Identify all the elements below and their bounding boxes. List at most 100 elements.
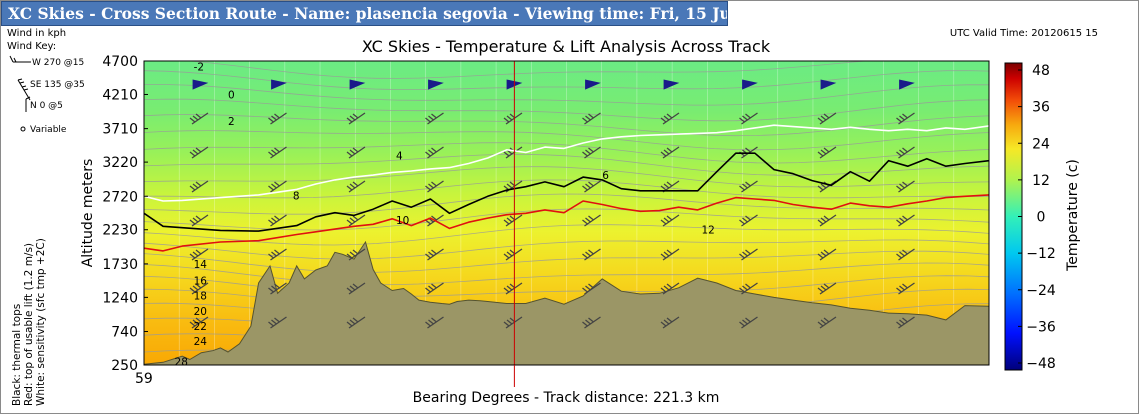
wind-barb-icon xyxy=(817,112,837,125)
wind-barb-icon xyxy=(189,282,209,295)
wind-key-entry-1: W 270 @15 xyxy=(32,58,84,68)
wind-barb-icon xyxy=(268,146,287,159)
y-tick-label: 4700 xyxy=(102,54,138,70)
wind-barb-icon xyxy=(660,112,680,125)
wind-barb-icon xyxy=(820,79,837,90)
wind-barb-icon xyxy=(582,146,601,159)
wind-barb-icon xyxy=(189,248,209,261)
window-title: XC Skies - Cross Section Route - Name: p… xyxy=(1,1,728,26)
wind-barb-icon xyxy=(346,248,366,261)
wind-barb-icon xyxy=(660,316,680,329)
wind-barb-icon xyxy=(425,282,444,295)
colorbar-ticks: 48 36 24 12 0 −12 −24 −36 −48 xyxy=(1018,63,1056,372)
wind-barb-icon xyxy=(739,282,758,295)
wind-barb-icon xyxy=(271,79,287,90)
colorbar-tick-label: 12 xyxy=(1032,173,1050,189)
wind-barb-icon xyxy=(268,214,287,227)
wind-barb-icon xyxy=(192,79,209,90)
isotherm-line xyxy=(144,130,989,151)
wind-barb-icon xyxy=(582,282,601,295)
y-axis-label: Altitude meters xyxy=(80,159,96,268)
y-tick-label: 3710 xyxy=(102,122,138,138)
wind-barb-icon xyxy=(425,180,444,193)
isotherm-line xyxy=(144,224,989,246)
wind-barb-icon xyxy=(817,248,837,261)
wind-barb-icon xyxy=(660,146,680,159)
x-tick-label: 59 xyxy=(135,371,153,387)
y-tick-label: 250 xyxy=(111,358,138,374)
terrain-layer xyxy=(144,240,989,365)
wind-barb-icon xyxy=(346,282,366,295)
colorbar-tick-label: 48 xyxy=(1032,63,1050,79)
wind-barb-icon xyxy=(582,248,601,261)
wind-barb-icon xyxy=(742,79,758,90)
wind-barb-icon xyxy=(268,214,287,227)
wind-barb-icon xyxy=(346,316,366,329)
colorbar-tick-label: −36 xyxy=(1026,319,1056,335)
wind-barb-icon xyxy=(817,214,837,227)
isotherm-line xyxy=(144,250,989,273)
wind-barb-icon xyxy=(817,248,837,261)
wind-barb-icon xyxy=(192,79,209,90)
wind-key-entry-2: SE 135 @35 xyxy=(30,80,85,90)
wind-barb-icon xyxy=(346,146,366,159)
wind-barb-icon xyxy=(189,214,209,227)
wind-barb-icon xyxy=(817,316,837,329)
colorbar-tick-label: −24 xyxy=(1026,283,1056,299)
x-axis-label: Bearing Degrees - Track distance: 221.3 … xyxy=(413,390,720,406)
wind-barb-icon xyxy=(585,79,601,90)
wind-barb-icon xyxy=(896,146,915,159)
wind-barb-icon xyxy=(896,282,915,295)
wind-barb-icon xyxy=(582,248,601,261)
wind-barb-icon xyxy=(582,282,601,295)
isotherm-line xyxy=(144,262,989,286)
isotherm-label: 10 xyxy=(396,215,409,227)
wind-barb-icon xyxy=(346,146,366,159)
y-axis-ticks: 250 740 1240 1730 2230 2720 3220 3710 4210 4700 xyxy=(102,54,148,374)
wind-barb-icon xyxy=(739,282,758,295)
isotherm-label: 4 xyxy=(396,150,403,162)
isotherm-label: 20 xyxy=(194,306,207,318)
wind-barb-icon xyxy=(189,146,209,159)
wind-barb-icon xyxy=(582,112,601,125)
colorbar-tick-label: 0 xyxy=(1037,210,1046,226)
wind-barb-icon xyxy=(817,282,837,295)
wind-barb-icon xyxy=(817,180,837,193)
valid-time-label: UTC Valid Time: 20120615 15 xyxy=(950,28,1098,39)
series-lines xyxy=(144,124,989,252)
wind-barb-icon xyxy=(660,180,680,193)
wind-key-entry-4: Variable xyxy=(30,125,67,135)
terrain-profile xyxy=(144,240,989,365)
wind-barb-icon xyxy=(189,180,209,193)
series-line-thermal-tops xyxy=(144,152,989,232)
isotherm-label: 2 xyxy=(228,116,235,128)
wind-barb-icon xyxy=(585,79,601,90)
wind-barb-icon xyxy=(896,316,915,329)
wind-barb-icon xyxy=(896,316,915,329)
wind-barb-icon xyxy=(582,214,601,227)
wind-barb-icon xyxy=(820,79,837,90)
wind-barb-icon xyxy=(739,180,758,193)
y-tick-label: 740 xyxy=(111,325,138,341)
wind-barb-icon xyxy=(268,316,287,329)
wind-barb-icon xyxy=(425,112,444,125)
wind-barb-icon xyxy=(660,180,680,193)
y-tick-label: 1240 xyxy=(102,290,138,306)
colorbar-label: Temperature (c) xyxy=(1065,159,1081,272)
wind-barb-icon xyxy=(739,112,758,125)
wind-barb-icon xyxy=(582,180,601,193)
wind-barb-icon xyxy=(817,146,837,159)
isotherm-label: -2 xyxy=(194,61,204,73)
isotherm-label: 14 xyxy=(194,259,208,271)
wind-barb-icon xyxy=(346,180,366,193)
wind-barb-icon xyxy=(739,180,758,193)
wind-barb-icon xyxy=(660,282,680,295)
colorbar-tick-label: −12 xyxy=(1026,246,1056,262)
wind-barb-icon xyxy=(346,248,366,261)
wind-barb-icon xyxy=(582,112,601,125)
wind-barb-icon xyxy=(268,180,287,193)
isotherm-line xyxy=(144,179,989,199)
line-legend-sensitivity: White: sensitivity (sfc tmp +2C) xyxy=(35,238,47,406)
